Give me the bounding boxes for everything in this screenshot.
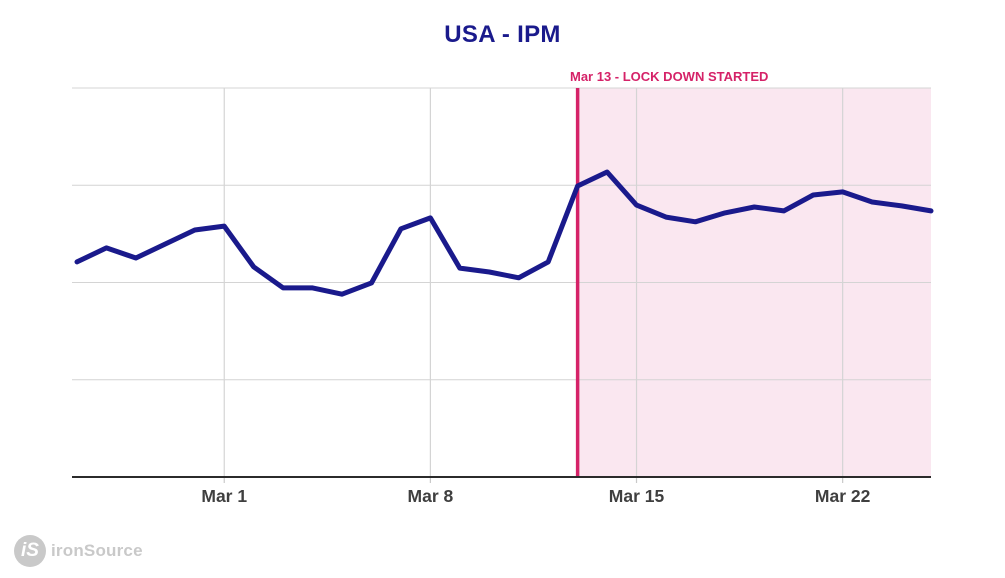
chart-title: USA - IPM (444, 21, 561, 48)
ironsource-logo: iS ironSource (14, 535, 143, 567)
x-axis-label: Mar 15 (609, 486, 665, 506)
ironsource-logo-mark: iS (14, 535, 46, 567)
x-axis-label: Mar 8 (408, 486, 454, 506)
lockdown-annotation-label: Mar 13 - LOCK DOWN STARTED (570, 69, 769, 84)
ipm-series-line (74, 169, 934, 297)
x-axis-label: Mar 22 (815, 486, 871, 506)
ironsource-logo-text: ironSource (51, 541, 143, 560)
x-axis-label: Mar 1 (201, 486, 247, 506)
